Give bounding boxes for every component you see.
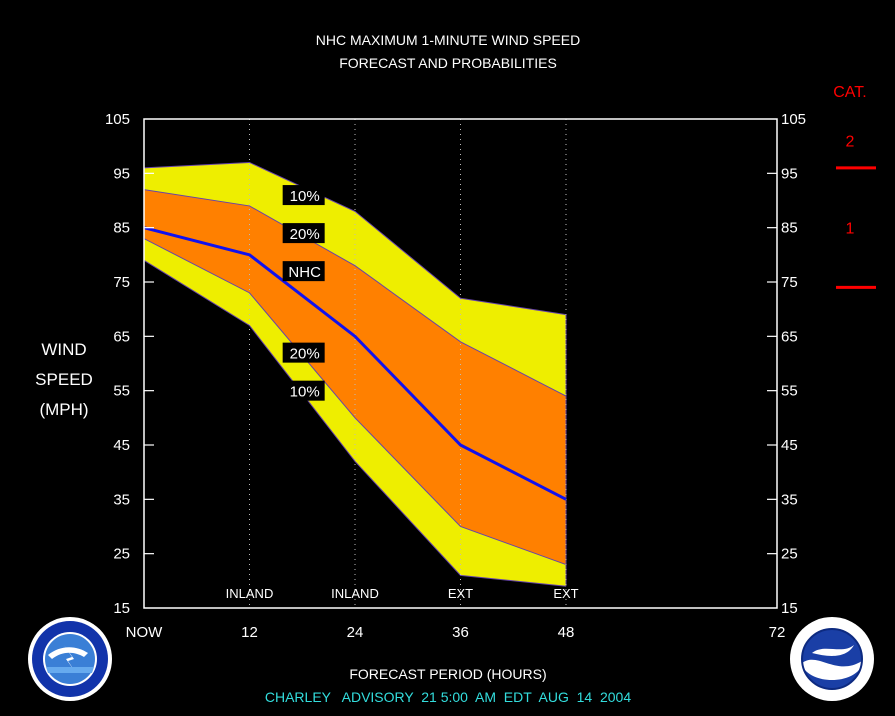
y-tick-label-left: 105	[105, 111, 130, 128]
y-tick-label-right: 95	[781, 165, 798, 182]
y-tick-label-left: 95	[113, 165, 130, 182]
y-tick-label-left: 25	[113, 546, 130, 563]
plot-border	[143, 118, 778, 609]
axis-ticks: 15 15 25 25 35 35 45 45 55 55 65 65 75 75 85 85 95 95 105 1…	[105, 111, 806, 641]
chart-title-line1: NHC MAXIMUM 1-MINUTE WIND SPEED	[316, 32, 580, 48]
y-tick-label-right: 15	[781, 600, 798, 617]
marker-label: EXT	[448, 586, 473, 601]
y-tick-label-right: 45	[781, 437, 798, 454]
series-label-bg	[282, 261, 325, 282]
y-tick-label-right: 85	[781, 220, 798, 237]
y-tick-label-left: 45	[113, 437, 130, 454]
y-tick-label-left: 15	[113, 600, 130, 617]
y-tick-label-right: 105	[781, 111, 806, 128]
marker-label: INLAND	[226, 586, 274, 601]
category-scale: CAT. 2 1	[833, 84, 876, 289]
marker-label: INLAND	[331, 586, 379, 601]
category-label: 1	[846, 221, 855, 238]
y-axis-label-line: SPEED	[35, 370, 93, 389]
vertical-markers: INLAND INLAND EXT EXT	[226, 119, 579, 608]
x-tick-label: 12	[241, 624, 258, 641]
forecast-line-group	[143, 226, 567, 501]
category-label: 2	[846, 134, 855, 151]
plot-frame	[143, 118, 778, 609]
x-axis-label: FORECAST PERIOD (HOURS)	[349, 666, 546, 682]
series-label: 10%	[290, 384, 320, 401]
x-tick-label: 72	[769, 624, 786, 641]
y-tick-label-left: 75	[113, 274, 130, 291]
x-tick-label: 24	[347, 624, 364, 641]
y-tick-label-left: 35	[113, 491, 130, 508]
category-title: CAT.	[833, 84, 866, 101]
x-tick-label: NOW	[126, 624, 164, 641]
series-label-bg	[282, 342, 325, 363]
nws-logo	[28, 617, 112, 701]
y-tick-label-right: 75	[781, 274, 798, 291]
series-label: 20%	[290, 226, 320, 243]
y-axis-label-line: (MPH)	[39, 400, 88, 419]
y-axis-label-line: WIND	[41, 340, 86, 359]
series-label-bg	[282, 185, 325, 206]
series-label-bg	[282, 380, 325, 401]
y-tick-label-left: 85	[113, 220, 130, 237]
advisory-footer: CHARLEY ADVISORY 21 5:00 AM EDT AUG 14 2…	[265, 689, 631, 705]
band-edge-line	[143, 259, 567, 587]
marker-label: EXT	[553, 586, 578, 601]
y-axis-label: WIND SPEED (MPH)	[35, 340, 93, 419]
series-labels: 10% 20% NHC 20% 10%	[282, 185, 325, 401]
x-tick-label: 36	[452, 624, 469, 641]
series-label: NHC	[288, 264, 321, 281]
band-edge-line	[143, 238, 567, 566]
noaa-logo	[790, 617, 874, 701]
band-edge-line	[143, 161, 567, 316]
series-label: 20%	[290, 346, 320, 363]
y-tick-label-right: 25	[781, 546, 798, 563]
chart-title-line2: FORECAST AND PROBABILITIES	[339, 55, 557, 71]
y-tick-label-right: 65	[781, 328, 798, 345]
y-tick-label-left: 65	[113, 328, 130, 345]
series-label: 10%	[290, 188, 320, 205]
y-tick-label-left: 55	[113, 383, 130, 400]
y-tick-label-right: 55	[781, 383, 798, 400]
y-tick-label-right: 35	[781, 491, 798, 508]
series-label-bg	[282, 223, 325, 244]
x-tick-label: 48	[558, 624, 575, 641]
nhc-forecast-line	[143, 226, 567, 501]
band-edge-line	[143, 189, 567, 397]
band-20pct	[144, 189, 566, 565]
